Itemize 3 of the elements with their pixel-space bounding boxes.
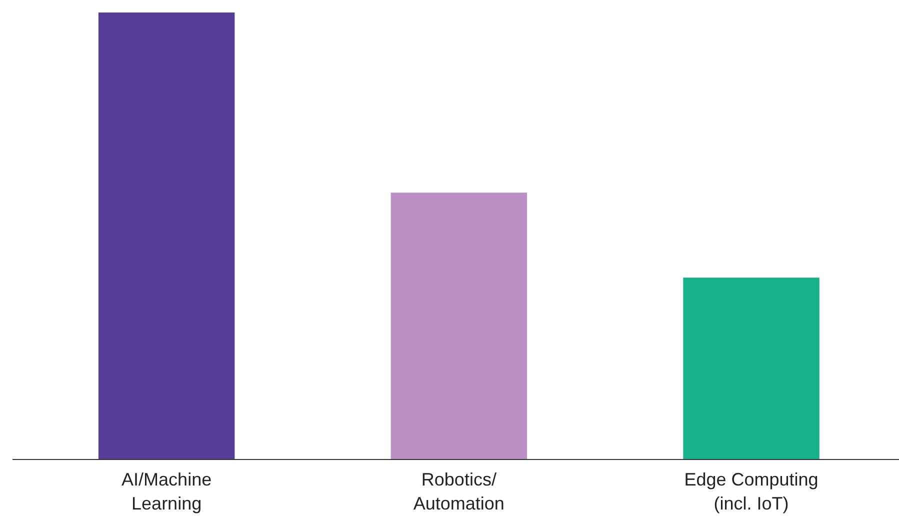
x-tick-label: Edge Computing (incl. IoT): [684, 470, 818, 514]
x-tick-label: AI/Machine Learning: [122, 470, 212, 514]
x-tick-label: Robotics/ Automation: [413, 470, 504, 514]
